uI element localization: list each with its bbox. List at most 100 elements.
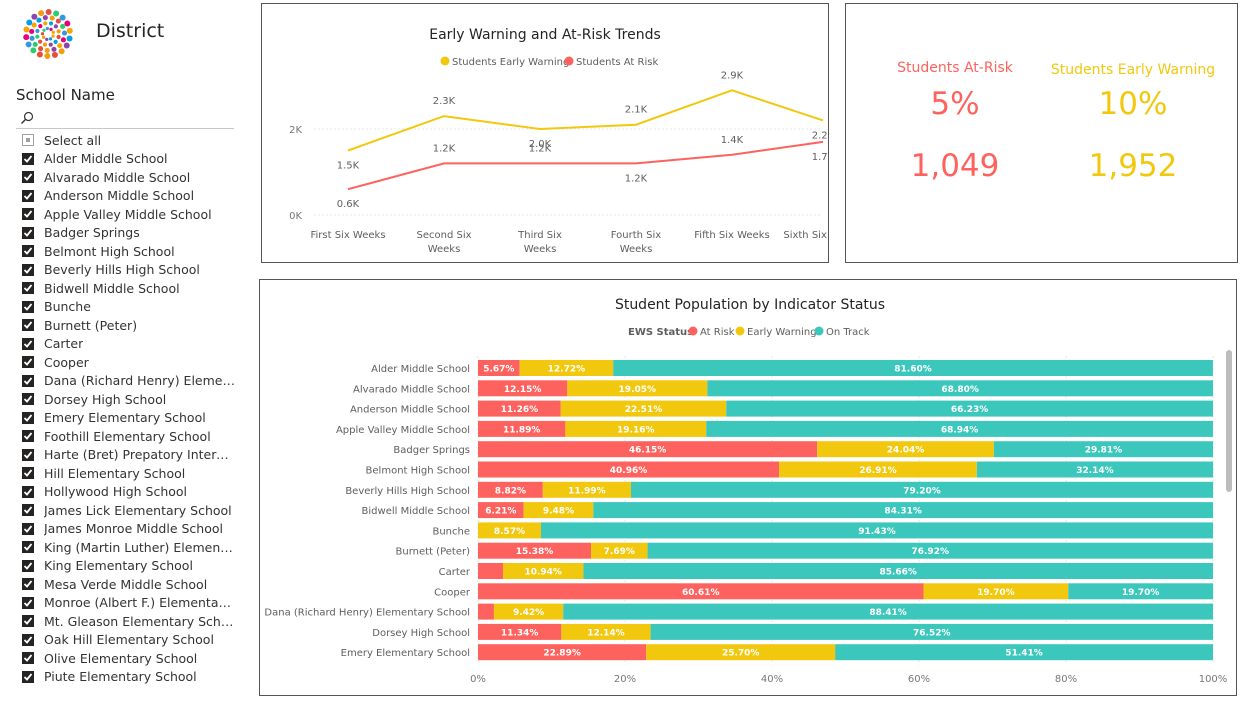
bar-segment[interactable] [478, 542, 592, 559]
bar-segment[interactable] [478, 441, 818, 458]
checkbox-checked-icon[interactable] [22, 171, 34, 184]
slicer-item[interactable]: Dana (Richard Henry) Elementa... [22, 372, 248, 391]
checkbox-checked-icon[interactable] [22, 448, 34, 461]
select-all-item[interactable]: Select all [22, 131, 248, 150]
slicer-item[interactable]: Piute Elementary School [22, 668, 248, 687]
slicer-item[interactable]: Carter [22, 335, 248, 354]
bar-segment[interactable] [646, 644, 836, 661]
slicer-item[interactable]: Beverly Hills High School [22, 261, 248, 280]
bar-segment[interactable] [567, 380, 708, 397]
checkbox-checked-icon[interactable] [22, 411, 34, 424]
bar-segment[interactable] [478, 603, 494, 620]
checkbox-checked-icon[interactable] [22, 393, 34, 406]
bar-segment[interactable] [523, 502, 594, 519]
checkbox-checked-icon[interactable] [22, 430, 34, 443]
checkbox-checked-icon[interactable] [22, 374, 34, 387]
checkbox-checked-icon[interactable] [22, 300, 34, 313]
bar-segment[interactable] [478, 360, 520, 376]
bar-segment[interactable] [817, 441, 994, 458]
slicer-item[interactable]: King Elementary School [22, 557, 248, 576]
checkbox-checked-icon[interactable] [22, 245, 34, 258]
checkbox-checked-icon[interactable] [22, 263, 34, 276]
checkbox-checked-icon[interactable] [22, 596, 34, 609]
slicer-item[interactable]: Bidwell Middle School [22, 279, 248, 298]
checkbox-checked-icon[interactable] [22, 578, 34, 591]
slicer-item[interactable]: Anderson Middle School [22, 187, 248, 206]
checkbox-checked-icon[interactable] [22, 522, 34, 535]
checkbox-checked-icon[interactable] [22, 467, 34, 480]
checkbox-checked-icon[interactable] [22, 652, 34, 665]
slicer-item[interactable]: King (Martin Luther) Elementar... [22, 538, 248, 557]
bar-segment[interactable] [478, 644, 647, 661]
search-input[interactable] [16, 108, 234, 129]
bar-segment[interactable] [542, 481, 631, 498]
bar-segment[interactable] [707, 380, 1213, 397]
bar-segment[interactable] [630, 481, 1214, 498]
checkbox-partial-icon[interactable] [22, 134, 34, 147]
bar-segment[interactable] [647, 542, 1213, 559]
bar-segment[interactable] [493, 603, 564, 620]
bar-segment[interactable] [726, 400, 1213, 417]
checkbox-checked-icon[interactable] [22, 189, 34, 202]
bar-segment[interactable] [478, 420, 566, 437]
slicer-item[interactable]: Alder Middle School [22, 150, 248, 169]
slicer-item[interactable]: Hollywood High School [22, 483, 248, 502]
slicer-item[interactable]: Apple Valley Middle School [22, 205, 248, 224]
bar-segment[interactable] [502, 563, 584, 579]
slicer-item[interactable]: Mesa Verde Middle School [22, 575, 248, 594]
bar-segment[interactable] [565, 420, 707, 437]
slicer-item[interactable]: Bunche [22, 298, 248, 317]
bar-segment[interactable] [650, 623, 1213, 640]
slicer-item[interactable]: Oak Hill Elementary School [22, 631, 248, 650]
checkbox-checked-icon[interactable] [22, 559, 34, 572]
checkbox-checked-icon[interactable] [22, 319, 34, 332]
bar-segment[interactable] [478, 380, 568, 397]
slicer-item[interactable]: James Lick Elementary School [22, 501, 248, 520]
bar-segment[interactable] [1068, 583, 1214, 600]
slicer-item[interactable]: Olive Elementary School [22, 649, 248, 668]
slicer-item[interactable]: Burnett (Peter) [22, 316, 248, 335]
bar-segment[interactable] [976, 461, 1214, 478]
bar-segment[interactable] [706, 420, 1213, 437]
bar-segment[interactable] [923, 583, 1069, 600]
slicer-item[interactable]: Cooper [22, 353, 248, 372]
scrollbar-thumb[interactable] [1226, 350, 1232, 492]
bar-segment[interactable] [478, 400, 561, 417]
checkbox-checked-icon[interactable] [22, 337, 34, 350]
slicer-item[interactable]: James Monroe Middle School [22, 520, 248, 539]
bar-segment[interactable] [835, 644, 1213, 661]
bar-segment[interactable] [478, 461, 780, 478]
slicer-item[interactable]: Harte (Bret) Prepatory Interme [22, 446, 248, 465]
slicer-item[interactable]: Dorsey High School [22, 390, 248, 409]
checkbox-checked-icon[interactable] [22, 633, 34, 646]
bar-segment[interactable] [591, 542, 648, 559]
checkbox-checked-icon[interactable] [22, 226, 34, 239]
checkbox-checked-icon[interactable] [22, 356, 34, 369]
bar-segment[interactable] [993, 441, 1213, 458]
bar-segment[interactable] [478, 623, 562, 640]
slicer-item[interactable]: Badger Springs [22, 224, 248, 243]
bar-segment[interactable] [561, 623, 651, 640]
checkbox-checked-icon[interactable] [22, 615, 34, 628]
checkbox-checked-icon[interactable] [22, 485, 34, 498]
slicer-item[interactable]: Belmont High School [22, 242, 248, 261]
slicer-item[interactable]: Emery Elementary School [22, 409, 248, 428]
bar-segment[interactable] [563, 603, 1213, 620]
bar-segment[interactable] [478, 502, 524, 519]
checkbox-checked-icon[interactable] [22, 282, 34, 295]
bar-segment[interactable] [478, 481, 543, 498]
bar-segment[interactable] [519, 360, 614, 376]
bar-segment[interactable] [583, 563, 1213, 579]
slicer-item[interactable]: Alvarado Middle School [22, 168, 248, 187]
checkbox-checked-icon[interactable] [22, 670, 34, 683]
slicer-item[interactable]: Mt. Gleason Elementary School [22, 612, 248, 631]
bar-segment[interactable] [593, 502, 1213, 519]
bar-segment[interactable] [540, 522, 1213, 539]
checkbox-checked-icon[interactable] [22, 541, 34, 554]
slicer-item[interactable]: Foothill Elementary School [22, 427, 248, 446]
bar-segment[interactable] [478, 563, 503, 579]
bar-segment[interactable] [478, 522, 541, 539]
bar-segment[interactable] [613, 360, 1213, 376]
checkbox-checked-icon[interactable] [22, 208, 34, 221]
bar-segment[interactable] [779, 461, 977, 478]
